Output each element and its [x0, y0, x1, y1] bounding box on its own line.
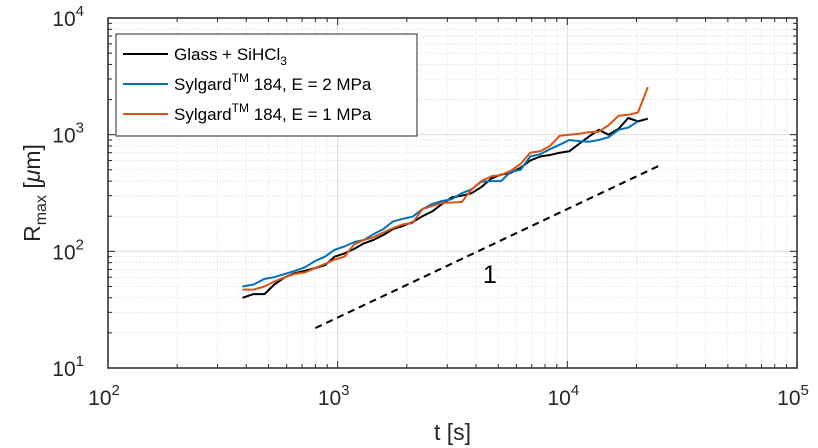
axes-box [107, 17, 798, 369]
y-tick-label: 103 [52, 120, 84, 148]
x-axis-label: t [s] [434, 419, 471, 445]
legend-entry: Glass + SiHCl3 [174, 45, 287, 68]
x-tick-label: 103 [318, 382, 350, 410]
legend-entry: SylgardTM 184, E = 2 MPa [174, 71, 372, 94]
legend: Glass + SiHCl3 SylgardTM 184, E = 2 MPa Sy… [115, 33, 418, 137]
x-tick-label: 105 [777, 382, 809, 410]
reference-line-group: 1 [314, 164, 660, 329]
x-tick-label: 104 [547, 382, 579, 410]
series-layer [242, 86, 649, 299]
y-tick-label: 101 [52, 353, 84, 381]
y-tick-label: 104 [52, 3, 84, 31]
slope-annotation: 1 [483, 261, 497, 289]
y-axis-label: Rmax [μm] [19, 144, 50, 242]
series-line-3 [242, 86, 649, 291]
series-line-1 [242, 117, 649, 299]
ticks [107, 17, 798, 369]
legend-entry: SylgardTM 184, E = 1 MPa [174, 101, 372, 124]
series-line-2 [242, 120, 639, 288]
reference-slope-line [314, 164, 660, 329]
y-tick-label: 102 [52, 236, 84, 264]
x-tick-label: 102 [88, 382, 120, 410]
grid [107, 17, 798, 369]
